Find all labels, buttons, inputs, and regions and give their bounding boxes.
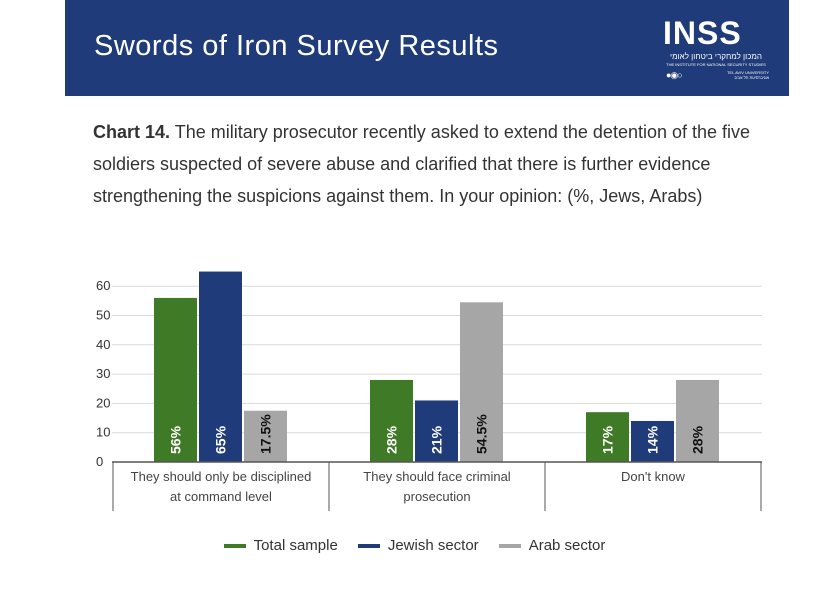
bar: [154, 297, 197, 462]
legend-label: Total sample: [253, 537, 338, 554]
category-label: Don't know: [621, 469, 686, 484]
logo-university: TEL AVIV UNIVERSITY אוניברסיטת תל אביב: [726, 70, 769, 80]
data-label: 56%: [168, 425, 184, 454]
chart-question: The military prosecutor recently asked t…: [93, 122, 751, 206]
category-label: prosecution: [403, 489, 470, 504]
bar: [244, 410, 287, 462]
header-title: Swords of Iron Survey Results: [94, 30, 499, 62]
bar: [460, 302, 503, 462]
legend-label: Jewish sector: [387, 537, 479, 554]
bar: [199, 271, 242, 462]
data-label: 28%: [690, 425, 706, 454]
chart-caption: Chart 14. The military prosecutor recent…: [93, 116, 753, 212]
y-tick-label: 40: [96, 337, 110, 352]
bar: [370, 379, 413, 462]
category-label: They should face criminal: [363, 469, 511, 484]
legend-swatch: [223, 543, 246, 548]
data-label: 54.5%: [474, 414, 490, 454]
data-label: 28%: [384, 425, 400, 454]
chart-legend: Total sample Jewish sector Arab sector: [0, 537, 829, 554]
data-label: 65%: [213, 425, 229, 454]
y-tick-label: 10: [96, 425, 110, 440]
bar: [586, 412, 629, 462]
y-tick-label: 0: [96, 454, 103, 469]
bar: [631, 420, 674, 462]
legend-label: Arab sector: [528, 537, 606, 554]
data-label: 17%: [600, 425, 616, 454]
data-label: 17.5%: [258, 414, 274, 454]
bar: [676, 379, 719, 462]
inss-logo: INSS המכון למחקרי ביטחון לאומי THE INSTI…: [663, 16, 769, 82]
header-banner: Swords of Iron Survey Results INSS המכון…: [65, 0, 789, 96]
legend-item: Jewish sector: [357, 537, 479, 554]
logo-english-name: THE INSTITUTE FOR NATIONAL SECURITY STUD…: [666, 62, 766, 67]
bar: [415, 400, 458, 462]
y-tick-label: 20: [96, 395, 110, 410]
legend-swatch: [498, 543, 521, 548]
logo-wordmark: INSS: [663, 15, 742, 51]
data-label: 14%: [645, 425, 661, 454]
y-tick-label: 50: [96, 308, 110, 323]
category-label: at command level: [170, 489, 272, 504]
data-label: 21%: [429, 425, 445, 454]
logo-hebrew-name: המכון למחקרי ביטחון לאומי: [670, 52, 762, 61]
category-label: They should only be disciplined: [131, 469, 312, 484]
chart-number: Chart 14.: [93, 122, 171, 142]
y-tick-label: 60: [96, 278, 110, 293]
y-tick-label: 30: [96, 366, 110, 381]
legend-item: Arab sector: [498, 537, 606, 554]
legend-item: Total sample: [223, 537, 338, 554]
logo-circles-icon: ●◉○: [666, 70, 683, 80]
legend-swatch: [357, 543, 380, 548]
